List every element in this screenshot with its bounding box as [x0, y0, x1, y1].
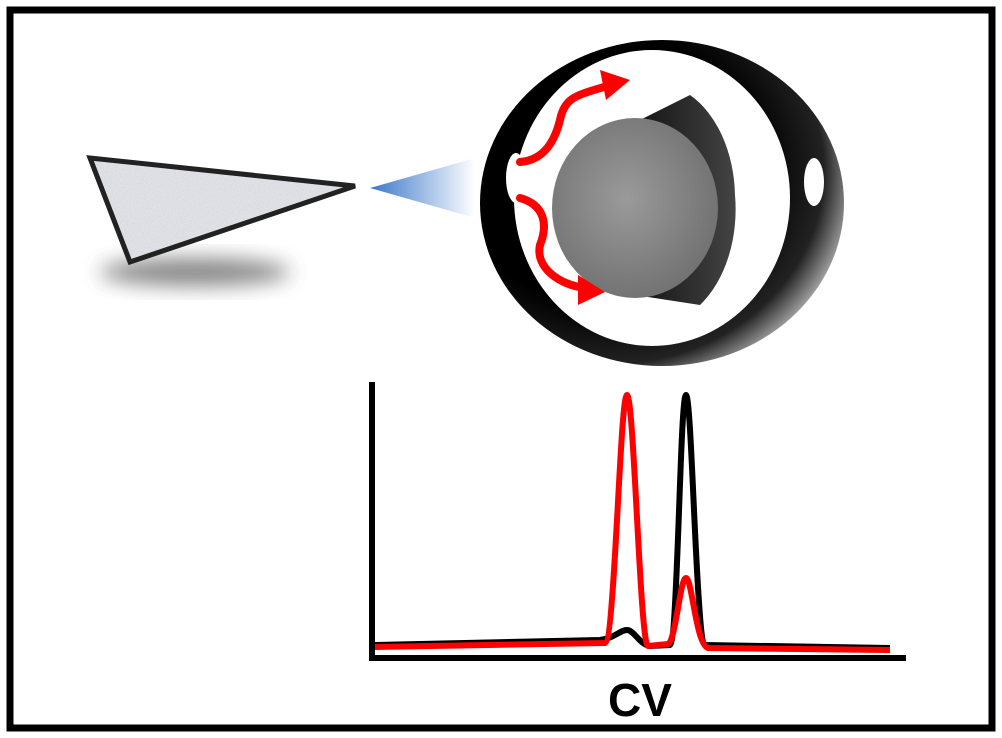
trace-red — [374, 392, 891, 653]
x-axis-label: CV — [608, 674, 672, 726]
ion-arrowhead — [578, 275, 605, 305]
frame — [6, 6, 996, 732]
ion-path — [516, 194, 589, 292]
spray-plume — [370, 158, 475, 218]
ion-arrowhead — [600, 70, 630, 100]
trace-black — [374, 392, 891, 651]
ion-path — [516, 81, 614, 166]
inner-electrode-face — [552, 118, 718, 298]
emitter-tip — [86, 155, 356, 266]
tip-shadow — [100, 258, 290, 286]
outlet-slot — [804, 158, 824, 206]
